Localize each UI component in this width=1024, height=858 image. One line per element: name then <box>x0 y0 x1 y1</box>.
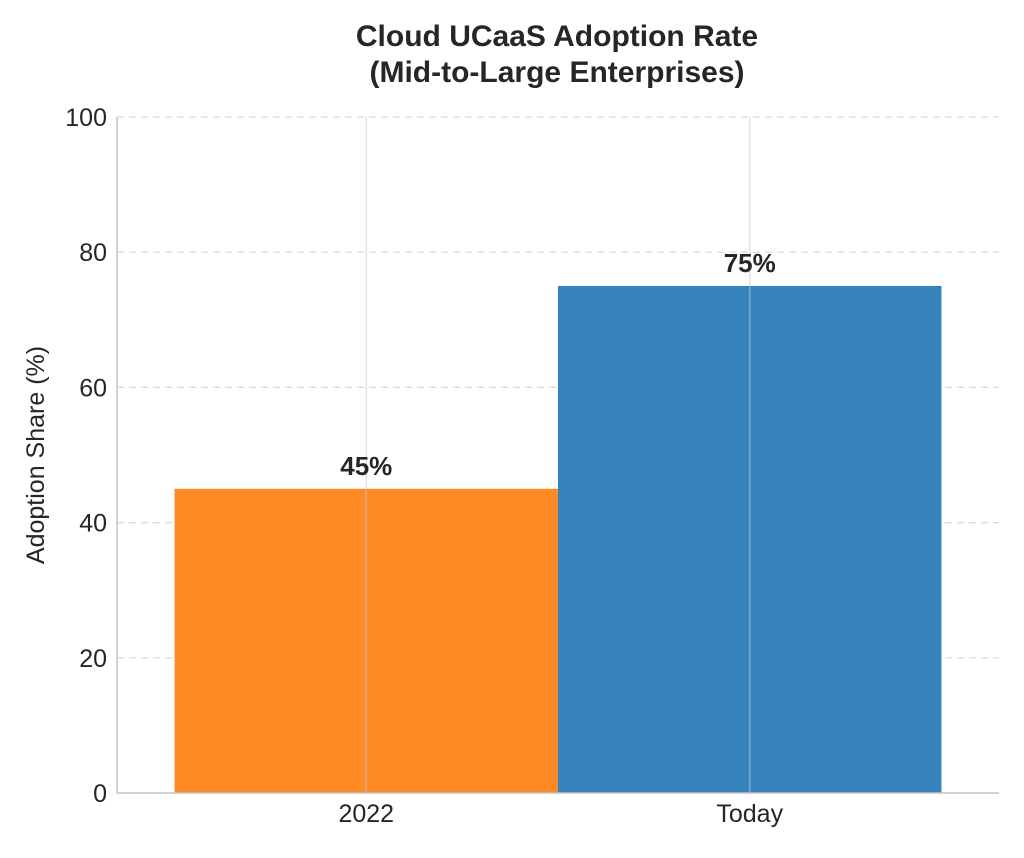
chart-title-line-1: Cloud UCaaS Adoption Rate <box>356 20 758 53</box>
label-layer: 45% 75% <box>340 248 776 481</box>
bar-data-label: 75% <box>724 248 776 278</box>
y-tick-label: 100 <box>65 104 107 132</box>
y-tick-label: 60 <box>79 374 107 402</box>
y-axis-label: Adoption Share (%) <box>22 346 50 564</box>
y-tick-label: 40 <box>79 510 107 538</box>
vertical-grid-layer <box>365 117 751 793</box>
x-tick-label: Today <box>716 800 783 828</box>
y-tick-label: 80 <box>79 239 107 267</box>
x-tick-label: 2022 <box>338 800 394 828</box>
bar-data-label: 45% <box>340 451 392 481</box>
y-tick-label: 20 <box>79 645 107 673</box>
bar-layer <box>174 286 942 793</box>
axis-layer: 0 20 40 60 80 100 2022 Today <box>65 104 999 828</box>
chart-title-line-2: (Mid-to-Large Enterprises) <box>369 56 744 89</box>
y-tick-label: 0 <box>93 780 107 808</box>
